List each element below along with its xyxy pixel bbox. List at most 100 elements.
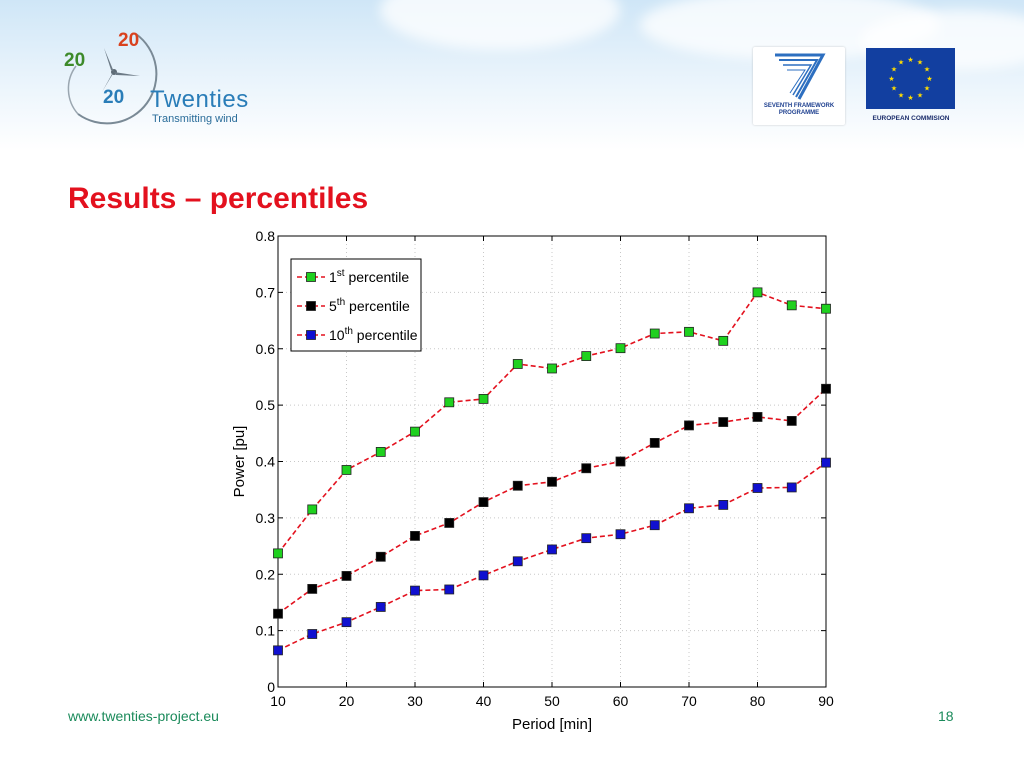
- data-point: [375, 602, 386, 612]
- y-tick-label: 0.1: [256, 623, 276, 639]
- x-tick-label: 50: [544, 693, 560, 709]
- data-point: [581, 463, 592, 474]
- data-point: [341, 617, 352, 628]
- eu-label: EUROPEAN COMMISION: [872, 115, 950, 122]
- x-tick-label: 60: [613, 693, 629, 709]
- data-point: [786, 416, 797, 426]
- data-point: [375, 447, 386, 457]
- eu-star-icon: ★: [888, 75, 894, 83]
- data-point: [444, 518, 455, 528]
- x-tick-label: 70: [681, 693, 697, 709]
- eu-star-icon: ★: [917, 59, 923, 67]
- data-point: [512, 480, 523, 491]
- page-number: 18: [938, 708, 954, 724]
- header-banner: [0, 0, 1024, 150]
- legend-marker: [306, 330, 316, 340]
- data-point: [547, 476, 557, 487]
- data-point: [547, 544, 557, 555]
- data-point: [821, 303, 831, 314]
- legend: 1st percentile 5th percentile 10th percent…: [290, 258, 422, 352]
- footer-url[interactable]: www.twenties-project.eu: [68, 708, 219, 724]
- y-tick-label: 0.5: [256, 397, 276, 413]
- x-tick-label: 90: [818, 693, 834, 709]
- data-point: [410, 426, 420, 437]
- eu-star-icon: ★: [924, 85, 930, 93]
- series-line: [277, 291, 827, 554]
- data-point: [821, 383, 831, 394]
- data-point: [684, 420, 694, 431]
- legend-label: 5th percentile: [329, 297, 410, 314]
- data-point: [786, 300, 797, 311]
- series-1: [273, 287, 831, 559]
- data-point: [752, 412, 763, 422]
- legend-marker: [306, 272, 316, 282]
- series-10: [273, 457, 831, 656]
- data-point: [341, 571, 352, 581]
- fp7-caption: SEVENTH FRAMEWORK PROGRAMME: [753, 103, 845, 117]
- data-point: [273, 548, 283, 559]
- y-tick-label: 0.6: [256, 341, 276, 357]
- data-point: [307, 584, 318, 594]
- data-point: [512, 359, 523, 369]
- data-point: [649, 437, 660, 448]
- data-point: [615, 456, 626, 467]
- x-tick-label: 30: [407, 693, 423, 709]
- eu-star-icon: ★: [891, 85, 897, 93]
- data-point: [307, 504, 318, 515]
- logo-number: 20: [103, 87, 125, 108]
- data-point: [581, 351, 592, 361]
- y-tick-label: 0.2: [256, 566, 276, 582]
- data-point: [341, 465, 352, 475]
- x-tick-label: 40: [476, 693, 492, 709]
- eu-star-icon: ★: [898, 91, 904, 99]
- logo-number: 20: [118, 30, 140, 51]
- y-tick-label: 0.7: [256, 284, 276, 300]
- data-point: [649, 328, 660, 339]
- fp7-line: PROGRAMME: [778, 110, 820, 116]
- eu-star-icon: ★: [898, 59, 904, 67]
- data-point: [444, 584, 455, 595]
- eu-star-icon: ★: [891, 66, 897, 74]
- data-point: [718, 500, 729, 510]
- eu-stars-icon: ★ ★★★★★★★★★★★: [888, 56, 932, 102]
- series-5: [273, 383, 831, 619]
- y-tick-label: 0.8: [256, 228, 276, 244]
- data-point: [649, 520, 660, 531]
- y-tick-label: 0.3: [256, 510, 276, 526]
- data-point: [478, 394, 489, 404]
- fp7-logo: SEVENTH FRAMEWORK PROGRAMME: [753, 47, 845, 125]
- logo-name: Twenties: [150, 86, 249, 113]
- wind-turbine-icon: [102, 48, 140, 92]
- data-point: [581, 533, 592, 544]
- sky-decoration: [380, 0, 620, 50]
- eu-star-icon: ★: [924, 66, 930, 74]
- data-point: [786, 482, 797, 493]
- data-point: [821, 457, 831, 468]
- twenties-logo: [67, 33, 158, 125]
- data-point: [273, 645, 283, 656]
- data-point: [512, 556, 523, 567]
- data-point: [307, 629, 318, 639]
- legend-label: 1st percentile: [329, 268, 409, 285]
- data-point: [615, 343, 626, 354]
- data-point: [615, 529, 626, 540]
- eu-star-icon: ★: [926, 75, 932, 83]
- eu-star-icon: ★: [907, 94, 913, 102]
- x-tick-label: 20: [339, 693, 355, 709]
- eu-star-icon: ★: [907, 56, 913, 64]
- x-tick-label: 80: [750, 693, 766, 709]
- legend-label: 10th percentile: [329, 326, 418, 343]
- data-point: [478, 570, 489, 581]
- eu-star-icon: ★: [917, 91, 923, 99]
- data-point: [410, 585, 420, 596]
- fp7-line: SEVENTH FRAMEWORK: [763, 103, 835, 109]
- legend-marker: [306, 301, 316, 311]
- x-axis-label: Period [min]: [512, 716, 592, 733]
- percentile-chart: 10 20 30 40 50 60 70 80 90 0 0.1 0.2 0.3 0.4 0.5 0.6 0.7…: [231, 228, 834, 733]
- data-point: [547, 363, 557, 374]
- data-point: [273, 608, 283, 619]
- seven-icon: [775, 53, 826, 100]
- x-tick-label: 10: [270, 693, 286, 709]
- data-point: [752, 287, 763, 298]
- data-point: [684, 326, 694, 337]
